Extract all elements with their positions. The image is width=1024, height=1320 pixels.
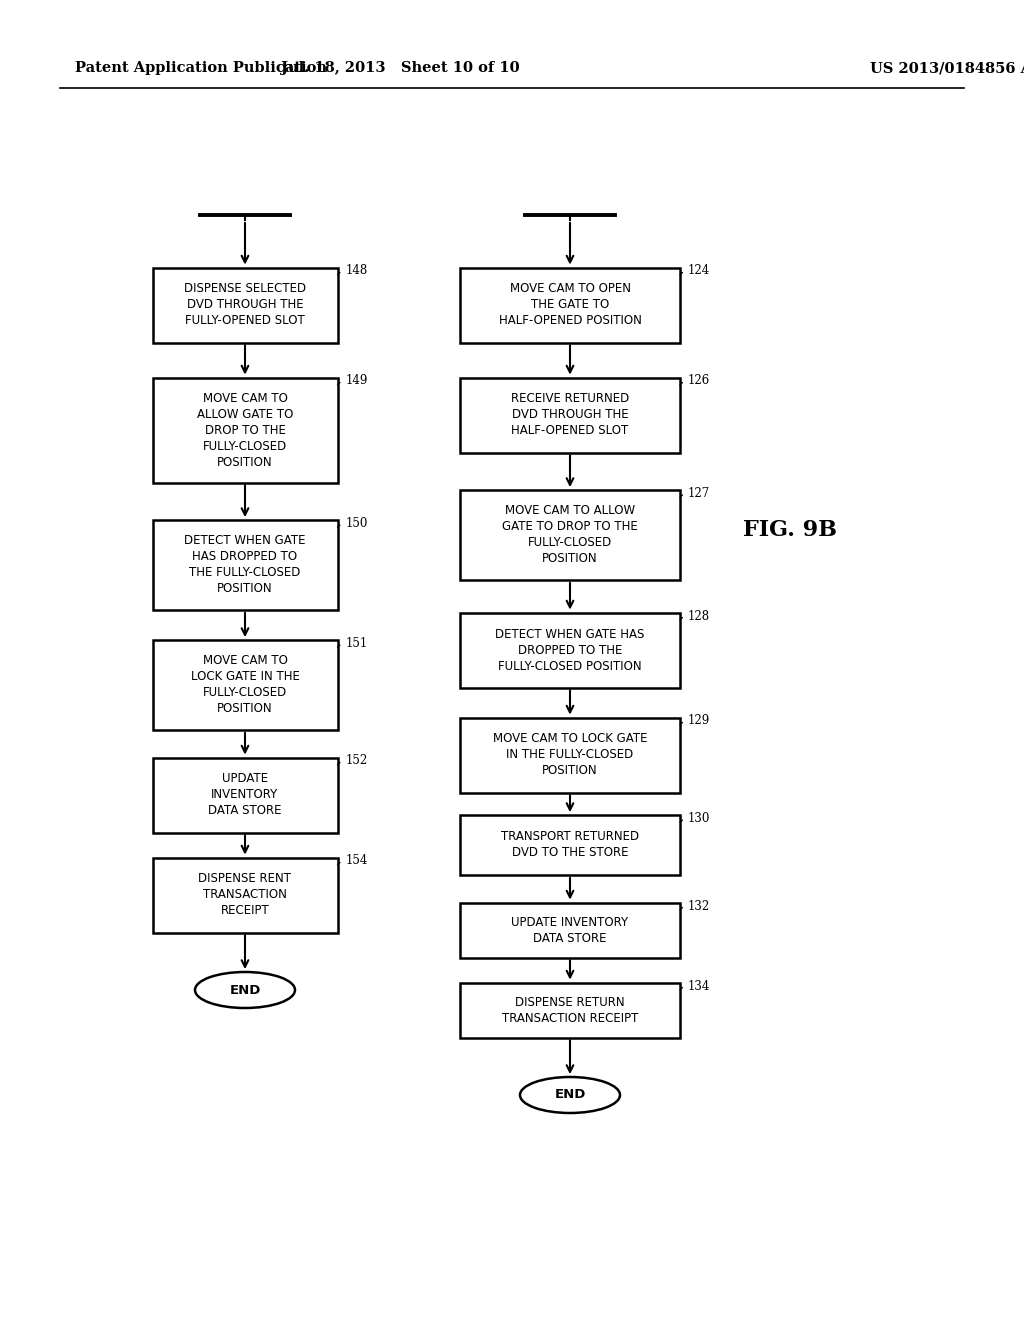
Text: Patent Application Publication: Patent Application Publication — [75, 61, 327, 75]
Text: MOVE CAM TO OPEN
THE GATE TO
HALF-OPENED POSITION: MOVE CAM TO OPEN THE GATE TO HALF-OPENED… — [499, 282, 641, 327]
Bar — [460, 903, 680, 957]
Text: DISPENSE SELECTED
DVD THROUGH THE
FULLY-OPENED SLOT: DISPENSE SELECTED DVD THROUGH THE FULLY-… — [184, 282, 306, 327]
Bar — [153, 758, 338, 833]
Text: 130: 130 — [688, 812, 711, 825]
Bar — [153, 378, 338, 483]
Text: DETECT WHEN GATE
HAS DROPPED TO
THE FULLY-CLOSED
POSITION: DETECT WHEN GATE HAS DROPPED TO THE FULL… — [184, 535, 306, 595]
Text: 154: 154 — [345, 854, 368, 867]
Text: 134: 134 — [688, 979, 711, 993]
Bar — [153, 858, 338, 932]
Text: RECEIVE RETURNED
DVD THROUGH THE
HALF-OPENED SLOT: RECEIVE RETURNED DVD THROUGH THE HALF-OP… — [511, 392, 629, 437]
Text: 151: 151 — [345, 638, 368, 649]
Text: 132: 132 — [688, 899, 711, 912]
Bar — [460, 268, 680, 342]
Bar — [460, 490, 680, 579]
Text: MOVE CAM TO LOCK GATE
IN THE FULLY-CLOSED
POSITION: MOVE CAM TO LOCK GATE IN THE FULLY-CLOSE… — [493, 733, 647, 777]
Text: END: END — [229, 983, 261, 997]
Bar — [460, 718, 680, 792]
Text: 127: 127 — [688, 487, 711, 500]
Text: MOVE CAM TO
LOCK GATE IN THE
FULLY-CLOSED
POSITION: MOVE CAM TO LOCK GATE IN THE FULLY-CLOSE… — [190, 655, 299, 715]
Text: 148: 148 — [345, 264, 368, 277]
Bar — [153, 520, 338, 610]
Text: UPDATE
INVENTORY
DATA STORE: UPDATE INVENTORY DATA STORE — [208, 772, 282, 817]
Text: MOVE CAM TO ALLOW
GATE TO DROP TO THE
FULLY-CLOSED
POSITION: MOVE CAM TO ALLOW GATE TO DROP TO THE FU… — [502, 504, 638, 565]
Bar — [460, 814, 680, 875]
Text: 149: 149 — [345, 375, 368, 388]
Text: UPDATE INVENTORY
DATA STORE: UPDATE INVENTORY DATA STORE — [511, 916, 629, 945]
Text: 128: 128 — [688, 610, 710, 623]
Bar — [460, 612, 680, 688]
Text: 129: 129 — [688, 714, 711, 727]
Text: DETECT WHEN GATE HAS
DROPPED TO THE
FULLY-CLOSED POSITION: DETECT WHEN GATE HAS DROPPED TO THE FULL… — [496, 627, 645, 672]
Text: DISPENSE RETURN
TRANSACTION RECEIPT: DISPENSE RETURN TRANSACTION RECEIPT — [502, 995, 638, 1024]
Text: TRANSPORT RETURNED
DVD TO THE STORE: TRANSPORT RETURNED DVD TO THE STORE — [501, 830, 639, 859]
Text: 126: 126 — [688, 375, 711, 388]
Ellipse shape — [520, 1077, 620, 1113]
Bar — [460, 982, 680, 1038]
Ellipse shape — [195, 972, 295, 1008]
Text: 152: 152 — [345, 755, 368, 767]
Text: DISPENSE RENT
TRANSACTION
RECEIPT: DISPENSE RENT TRANSACTION RECEIPT — [199, 873, 292, 917]
Bar — [153, 268, 338, 342]
Text: MOVE CAM TO
ALLOW GATE TO
DROP TO THE
FULLY-CLOSED
POSITION: MOVE CAM TO ALLOW GATE TO DROP TO THE FU… — [197, 392, 293, 469]
Bar — [460, 378, 680, 453]
Bar — [153, 640, 338, 730]
Text: US 2013/0184856 A1: US 2013/0184856 A1 — [870, 61, 1024, 75]
Text: Jul. 18, 2013   Sheet 10 of 10: Jul. 18, 2013 Sheet 10 of 10 — [281, 61, 519, 75]
Text: FIG. 9B: FIG. 9B — [743, 519, 837, 541]
Text: END: END — [554, 1089, 586, 1101]
Text: 124: 124 — [688, 264, 711, 277]
Text: 150: 150 — [345, 517, 368, 531]
